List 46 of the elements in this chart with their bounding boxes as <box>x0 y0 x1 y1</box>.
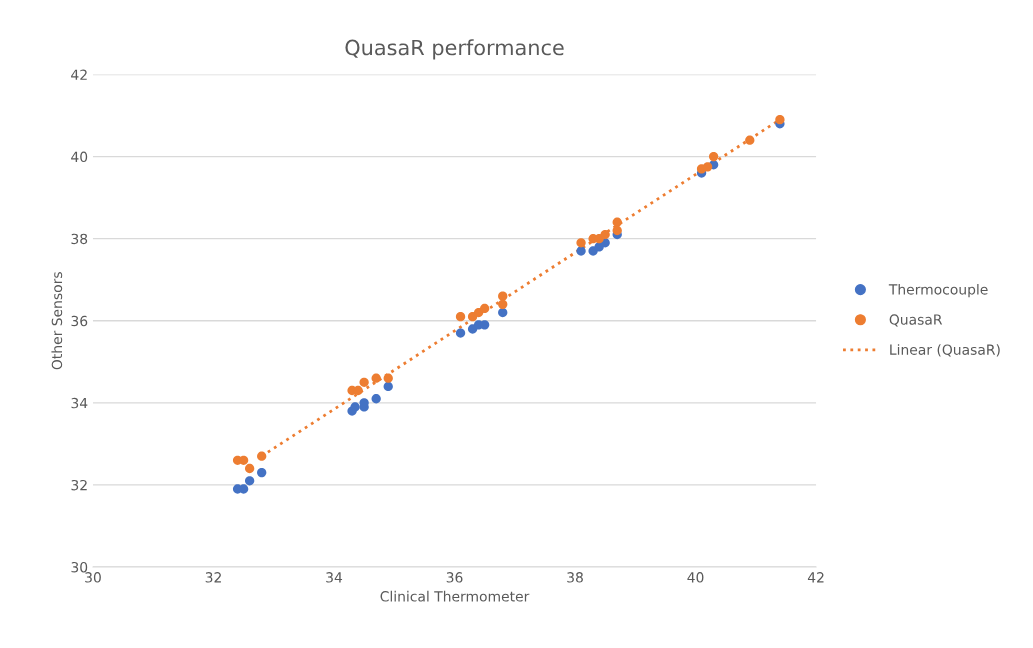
legend-label: QuasaR <box>889 314 943 327</box>
y-tick-label: 36 <box>71 315 88 327</box>
point <box>498 299 508 309</box>
y-tick-label: 34 <box>71 397 88 409</box>
point <box>498 307 508 318</box>
y-tick-label: 38 <box>71 233 88 245</box>
y-tick-label: 42 <box>71 69 87 80</box>
chart-title: QuasaR performance <box>345 39 564 60</box>
x-tick-label: 40 <box>687 572 704 583</box>
legend-label: Linear (QuasaR) <box>890 344 1000 357</box>
point <box>576 238 586 248</box>
x-tick-label: 42 <box>807 572 824 583</box>
x-tick-label: 38 <box>567 572 583 583</box>
y-tick-label: 32 <box>71 479 87 491</box>
point <box>498 291 508 301</box>
point <box>455 328 466 338</box>
point <box>576 246 586 256</box>
legend-label: Thermocouple <box>888 283 988 298</box>
point <box>371 394 381 404</box>
y-axis-title: Other Sensors <box>51 272 63 370</box>
point <box>745 135 755 145</box>
point <box>257 451 267 461</box>
point <box>359 377 369 387</box>
point <box>350 402 360 412</box>
point <box>257 467 267 478</box>
y-tick-label: 40 <box>71 151 88 163</box>
point <box>702 162 713 172</box>
point <box>244 476 255 486</box>
point <box>600 229 610 240</box>
point <box>775 115 785 125</box>
point <box>473 307 484 318</box>
point <box>455 312 466 322</box>
y-tick-label: 30 <box>71 561 88 573</box>
point <box>244 463 255 474</box>
x-tick-label: 30 <box>85 572 101 583</box>
x-tick-label: 36 <box>446 572 463 583</box>
point <box>479 303 490 314</box>
x-axis-title: Clinical Thermometer <box>380 590 530 602</box>
point <box>708 151 719 162</box>
point <box>612 217 622 227</box>
point <box>383 373 393 383</box>
point <box>612 225 622 236</box>
point <box>371 373 381 383</box>
x-tick-label: 34 <box>326 572 343 583</box>
point <box>383 381 393 392</box>
x-tick-label: 32 <box>205 572 221 583</box>
